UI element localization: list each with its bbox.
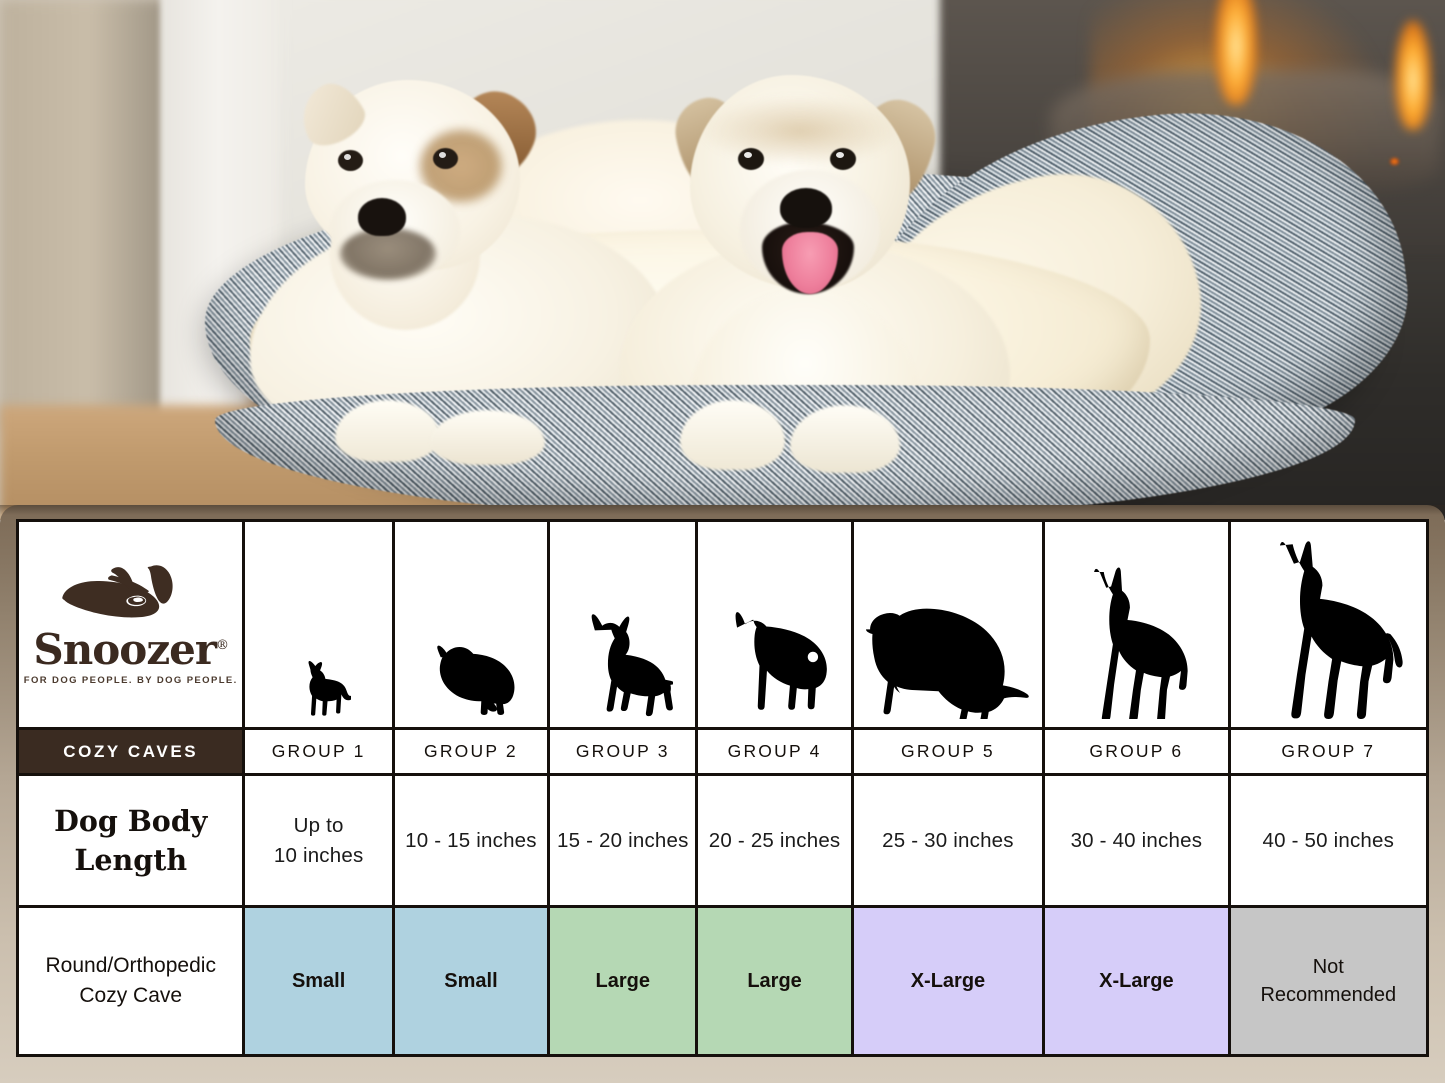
recommendation-cell-group-7: Not Recommended — [1227, 905, 1430, 1057]
shiba-inu-silhouette-icon — [735, 612, 827, 710]
photo-ember — [1390, 158, 1399, 165]
photo-dog-right-eye — [738, 148, 764, 170]
recommendation-value: X-Large — [910, 970, 986, 992]
chihuahua-silhouette-icon — [308, 661, 351, 716]
length-cell-group-2: 10 - 15 inches — [391, 773, 551, 908]
dog-body-length-row: Dog Body Length Up to 10 inches 10 - 15 … — [15, 773, 1430, 908]
recommendation-cell-group-6: X-Large — [1042, 905, 1231, 1057]
length-cell-group-5: 25 - 30 inches — [850, 773, 1046, 908]
photo-dog-right-brow — [700, 96, 900, 166]
length-cell-group-4: 20 - 25 inches — [695, 773, 854, 908]
silhouette-cell-group-2 — [391, 519, 551, 730]
photo-dog-right-paw — [680, 400, 785, 470]
dog-body-length-label-line1: Dog Body — [54, 804, 208, 839]
photo-dog-right-eye-glint — [836, 152, 844, 158]
recommendation-cell-group-4: Large — [695, 905, 854, 1057]
group-label: GROUP 7 — [1281, 741, 1376, 761]
recommendation-cell-group-2: Small — [391, 905, 551, 1057]
hero-photo — [0, 0, 1445, 520]
silhouette-cell-group-4 — [695, 519, 854, 730]
silhouette-row: Snoozer® FOR DOG PEOPLE. BY DOG PEOPLE. — [15, 519, 1430, 730]
photo-dog-left-nose — [358, 198, 406, 236]
group-label: GROUP 2 — [424, 741, 518, 761]
length-cell-group-3: 15 - 20 inches — [547, 773, 699, 908]
recommendation-value: Small — [291, 970, 346, 992]
recommendation-cell-group-5: X-Large — [850, 905, 1046, 1057]
boston-terrier-silhouette-icon — [591, 614, 673, 717]
brand-wordmark: Snoozer® — [33, 629, 229, 671]
brand-tagline: FOR DOG PEOPLE. BY DOG PEOPLE. — [23, 675, 238, 686]
silhouette-cell-group-6 — [1042, 519, 1231, 730]
recommendation-value-line1: Not — [1312, 956, 1344, 978]
dog-head-logo-icon — [46, 563, 216, 625]
golden-retriever-silhouette-icon — [865, 608, 1029, 719]
recommendation-row: Round/Orthopedic Cozy Cave Small Small L… — [15, 905, 1430, 1057]
brand-name: Snoozer — [33, 625, 217, 674]
length-value: 25 - 30 inches — [882, 828, 1014, 852]
photo-dog-right-eye — [830, 148, 856, 170]
recommendation-cell-group-3: Large — [547, 905, 699, 1057]
length-value: 40 - 50 inches — [1262, 828, 1395, 852]
group-header-3: GROUP 3 — [547, 727, 699, 776]
registered-mark: ® — [216, 638, 229, 653]
sizing-chart-frame: Snoozer® FOR DOG PEOPLE. BY DOG PEOPLE. — [0, 505, 1445, 1083]
silhouette-cell-group-5 — [850, 519, 1046, 730]
recommendation-label-line1: Round/Orthopedic — [45, 953, 216, 977]
recommendation-value: Large — [595, 970, 650, 992]
photo-dog-right-paw — [790, 405, 900, 473]
recommendation-value: Large — [747, 970, 802, 992]
length-value-line2: 10 inches — [273, 843, 364, 867]
photo-dog-left-paw — [430, 410, 545, 465]
recommendation-value: X-Large — [1099, 970, 1174, 992]
length-value: 10 - 15 inches — [405, 828, 537, 852]
length-value: 15 - 20 inches — [556, 828, 689, 852]
recommendation-label-cell: Round/Orthopedic Cozy Cave — [15, 905, 246, 1057]
group-header-4: GROUP 4 — [695, 727, 854, 776]
brand-logo-cell: Snoozer® FOR DOG PEOPLE. BY DOG PEOPLE. — [15, 519, 246, 730]
group-header-6: GROUP 6 — [1042, 727, 1231, 776]
silhouette-cell-group-3 — [547, 519, 699, 730]
group-label: GROUP 1 — [271, 741, 366, 761]
dog-body-length-label-line2: Length — [74, 842, 188, 877]
photo-flame-1 — [1215, 0, 1257, 105]
photo-dog-right-nose — [780, 188, 832, 228]
length-value: 20 - 25 inches — [708, 828, 841, 852]
recommendation-cell-group-1: Small — [242, 905, 395, 1057]
group-label: GROUP 6 — [1089, 741, 1184, 761]
length-value-line1: Up to — [293, 813, 344, 837]
photo-dog-left-eye — [433, 148, 458, 169]
great-dane-silhouette-icon — [1278, 541, 1403, 719]
photo-dog-right-eye-glint — [744, 152, 752, 158]
photo-flame-2 — [1395, 20, 1431, 130]
sizing-chart-table: Snoozer® FOR DOG PEOPLE. BY DOG PEOPLE. — [15, 519, 1430, 1057]
length-cell-group-7: 40 - 50 inches — [1227, 773, 1430, 908]
dog-body-length-label-cell: Dog Body Length — [15, 773, 246, 908]
photo-dog-left-eye-glint — [344, 154, 351, 160]
length-cell-group-1: Up to 10 inches — [242, 773, 395, 908]
photo-dog-left-eye — [338, 150, 363, 171]
length-cell-group-6: 30 - 40 inches — [1042, 773, 1231, 908]
group-label: GROUP 4 — [727, 741, 822, 761]
recommendation-value-line2: Recommended — [1260, 984, 1397, 1006]
cozy-caves-header-cell: COZY CAVES — [15, 727, 246, 776]
length-value: 30 - 40 inches — [1070, 828, 1203, 852]
group-header-row: COZY CAVES GROUP 1 GROUP 2 GROUP 3 GROUP… — [15, 727, 1430, 776]
recommendation-label-line2: Cozy Cave — [79, 984, 183, 1007]
silhouette-cell-group-1 — [242, 519, 395, 730]
pomeranian-silhouette-icon — [437, 645, 515, 715]
silhouette-cell-group-7 — [1227, 519, 1430, 730]
group-header-1: GROUP 1 — [242, 727, 395, 776]
group-header-7: GROUP 7 — [1227, 727, 1430, 776]
photo-dog-left-paw — [335, 400, 440, 462]
recommendation-value: Small — [444, 970, 498, 992]
group-label: GROUP 5 — [901, 741, 995, 761]
group-header-5: GROUP 5 — [850, 727, 1046, 776]
photo-dog-left-eye-glint — [439, 152, 446, 158]
cozy-caves-label: COZY CAVES — [63, 741, 199, 761]
group-label: GROUP 3 — [575, 741, 670, 761]
doberman-silhouette-icon — [1092, 567, 1188, 719]
group-header-2: GROUP 2 — [391, 727, 551, 776]
photo-dog-left-beard — [340, 228, 436, 280]
